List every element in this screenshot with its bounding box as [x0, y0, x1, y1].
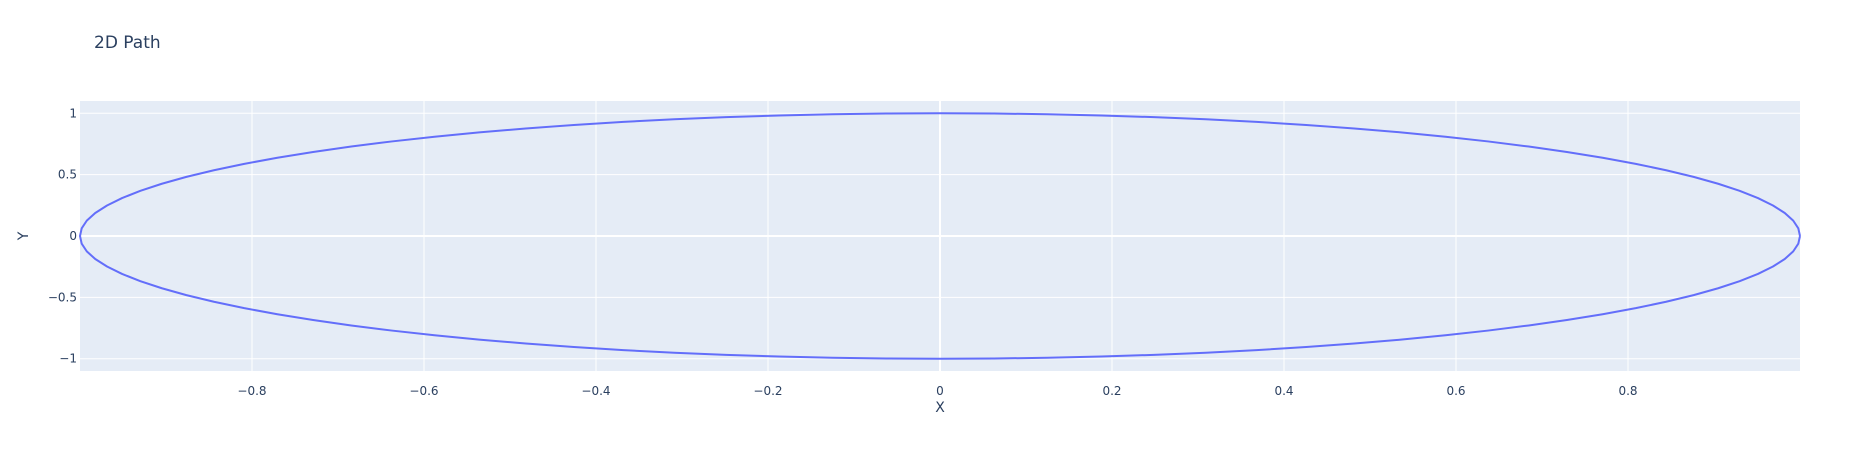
y-tick-label: −1 — [59, 352, 77, 366]
y-axis-title: Y — [16, 231, 32, 241]
y-tick-label: 0.5 — [58, 168, 77, 182]
x-axis-title: X — [935, 400, 945, 416]
x-tick-label: −0.2 — [753, 384, 782, 398]
y-tick-label: 0 — [69, 229, 77, 243]
x-tick-label: −0.4 — [581, 384, 610, 398]
series-line — [79, 112, 1801, 360]
x-tick-label: −0.6 — [409, 384, 438, 398]
x-tick-label: −0.8 — [237, 384, 266, 398]
y-tick-label: −0.5 — [48, 290, 77, 304]
x-tick-label: 0.2 — [1102, 384, 1121, 398]
x-tick-label: 0.6 — [1446, 384, 1465, 398]
x-tick-label: 0.4 — [1274, 384, 1293, 398]
chart-title: 2D Path — [94, 33, 161, 53]
x-tick-label: 0.8 — [1618, 384, 1637, 398]
y-tick-label: 1 — [69, 106, 77, 120]
x-tick-label: 0 — [936, 384, 944, 398]
